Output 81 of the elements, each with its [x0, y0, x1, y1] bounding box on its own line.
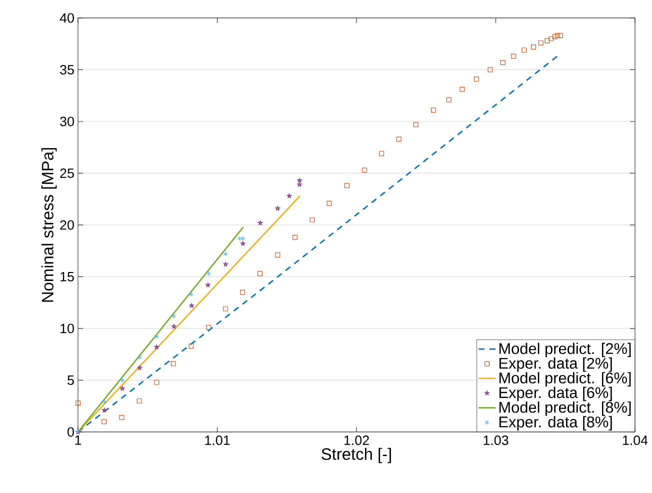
point: [120, 378, 124, 383]
point: [172, 314, 176, 319]
point: [223, 306, 228, 312]
point: [446, 97, 452, 102]
point: [137, 365, 142, 370]
point: [310, 217, 315, 222]
point: [237, 236, 242, 241]
point: [102, 408, 107, 412]
point: [240, 241, 246, 246]
point: [223, 262, 228, 266]
x-tick-label: 1.01: [205, 436, 230, 446]
legend-label: Exper. data [8%]: [499, 416, 612, 431]
point: [538, 40, 544, 46]
point: [548, 36, 554, 42]
x-tick-label: 1.04: [622, 436, 648, 446]
point: [286, 194, 292, 198]
point: [240, 290, 246, 295]
point: [189, 292, 194, 297]
y-tick-label: 30: [60, 116, 74, 126]
point: [119, 415, 124, 420]
y-tick-label: 40: [60, 13, 74, 23]
point: [172, 324, 176, 328]
y-tick-label: 25: [60, 168, 74, 178]
point: [206, 282, 210, 288]
y-tick-label: 10: [60, 324, 74, 334]
point: [154, 344, 160, 350]
point: [275, 206, 280, 210]
y-axis-title: Nominal stress [MPa]: [41, 148, 57, 302]
point: [500, 60, 506, 65]
point: [558, 33, 563, 38]
point: [544, 38, 550, 44]
legend-label: Model predict. [6%]: [499, 372, 631, 386]
legend-label: Model predict. [2%]: [499, 342, 631, 358]
point: [552, 34, 558, 40]
point: [396, 136, 402, 142]
point: [188, 344, 194, 349]
y-tick-label: 5: [68, 376, 74, 385]
point: [460, 86, 465, 92]
legend-label: Exper. data [6%]: [499, 386, 612, 402]
point: [258, 271, 262, 276]
point: [206, 271, 211, 276]
point: [413, 122, 418, 128]
legend-label: Model predict. [8%]: [499, 401, 631, 416]
point: [170, 361, 176, 366]
point: [258, 220, 263, 225]
point: [275, 252, 280, 258]
point: [102, 399, 107, 404]
point: [154, 380, 160, 385]
point: [522, 48, 527, 53]
point: [240, 236, 246, 241]
point: [531, 44, 536, 50]
point: [223, 251, 228, 256]
point: [102, 419, 107, 424]
point: [120, 386, 125, 391]
point: [297, 182, 302, 187]
point: [137, 354, 142, 360]
point: [297, 178, 302, 183]
point: [189, 303, 194, 308]
point: [431, 108, 436, 113]
point: [488, 67, 493, 72]
legend-label: Exper. data [2%]: [499, 357, 612, 372]
point: [136, 398, 142, 404]
point: [379, 151, 384, 156]
point: [474, 76, 480, 82]
point: [326, 200, 332, 206]
y-tick-label: 20: [60, 220, 74, 230]
point: [206, 324, 212, 330]
point: [344, 183, 350, 188]
x-tick-label: 1: [75, 436, 82, 445]
point: [362, 168, 368, 173]
point: [554, 33, 560, 38]
x-tick-label: 1.02: [344, 436, 369, 446]
point: [511, 54, 516, 59]
point: [154, 334, 159, 340]
point: [76, 400, 80, 406]
y-tick-label: 0: [68, 427, 74, 437]
y-tick-label: 35: [60, 64, 74, 74]
x-axis-title: Stretch [-]: [322, 448, 391, 464]
point: [292, 234, 298, 240]
x-tick-label: 1.03: [484, 436, 508, 446]
y-tick-label: 15: [60, 272, 74, 282]
